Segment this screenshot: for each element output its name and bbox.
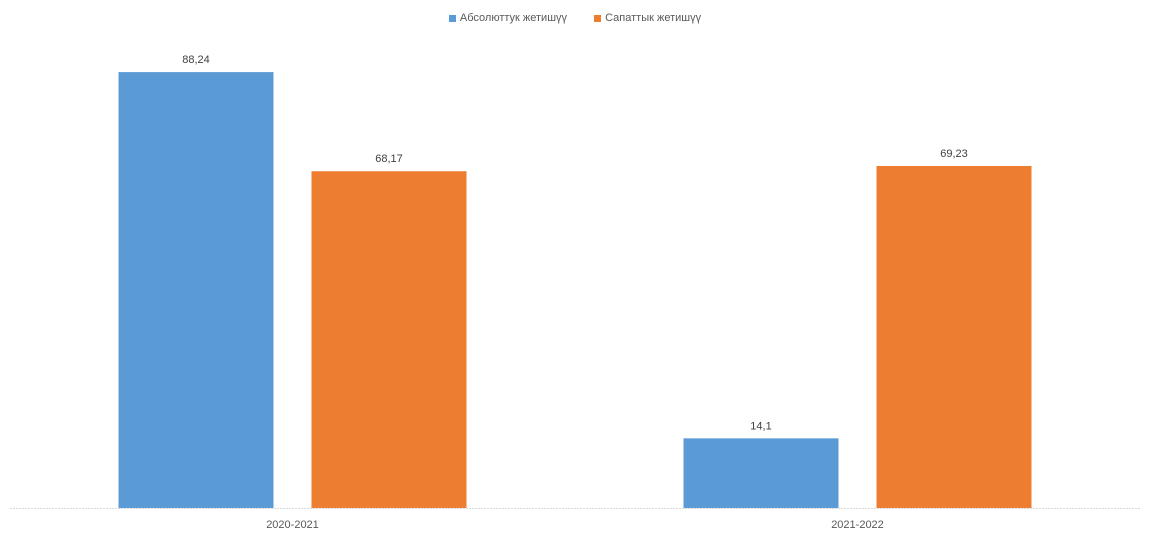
bar-absolute-2020-2021 <box>118 72 274 509</box>
legend-swatch-quality <box>594 14 602 22</box>
bar-quality-2020-2021 <box>311 171 467 508</box>
bar-absolute-2021-2022 <box>683 438 839 508</box>
bar-quality-2021-2022 <box>876 166 1032 509</box>
data-label-absolute-2021-2022: 14,1 <box>750 420 771 432</box>
x-tick-label-2021-2022: 2021-2022 <box>831 519 884 531</box>
legend-item-quality: Сапаттык жетишүү <box>594 12 701 24</box>
x-tick-label-2020-2021: 2020-2021 <box>266 519 319 531</box>
legend-item-absolute: Абсолюттук жетишүү <box>448 12 568 24</box>
legend: Абсолюттук жетишүү Сапаттык жетишүү <box>0 12 1150 25</box>
legend-label-absolute: Абсолюттук жетишүү <box>459 12 568 24</box>
legend-swatch-absolute <box>448 14 456 22</box>
data-label-quality-2020-2021: 68,17 <box>375 153 403 165</box>
legend-label-quality: Сапаттык жетишүү <box>605 12 702 24</box>
data-label-absolute-2020-2021: 88,24 <box>182 54 210 66</box>
data-label-quality-2021-2022: 69,23 <box>940 148 968 160</box>
